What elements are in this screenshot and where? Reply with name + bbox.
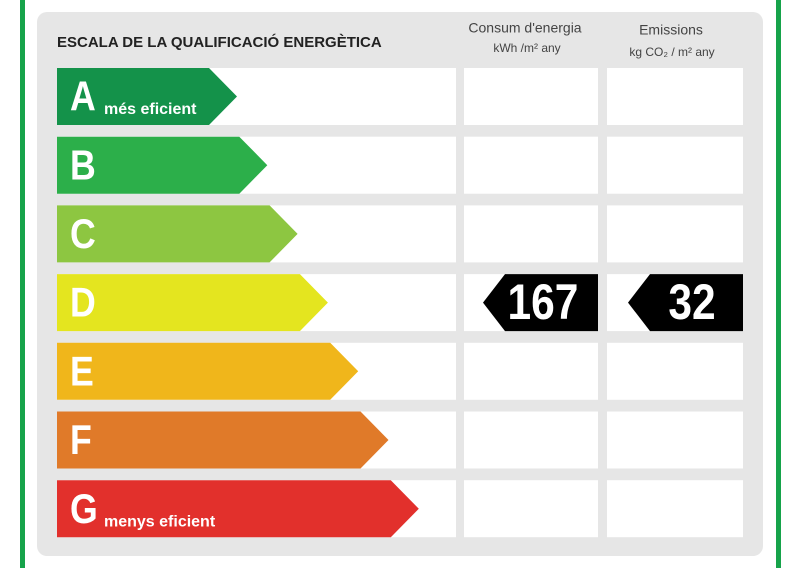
cell: [464, 342, 598, 400]
grade-letter: F: [70, 417, 92, 463]
column-unit: kg CO₂ / m² any: [629, 45, 714, 59]
cell: [464, 411, 598, 469]
grade-letter: B: [70, 143, 96, 189]
cell: [464, 205, 598, 263]
column-label: Consum d'energia: [468, 20, 581, 36]
grade-letter: D: [70, 280, 96, 326]
grade-arrow: [57, 205, 298, 263]
frame-left: [20, 0, 25, 568]
cell: [607, 136, 743, 194]
cell: [607, 411, 743, 469]
grade-arrow: [57, 136, 268, 194]
cell: [464, 480, 598, 538]
grade-arrow: [57, 68, 237, 125]
grade-arrow: [57, 342, 359, 400]
cell: [607, 480, 743, 538]
grade-letter: C: [70, 211, 96, 257]
grade-letter: G: [70, 486, 98, 532]
frame-right: [776, 0, 781, 568]
rating-arrow: [628, 274, 743, 332]
grade-note: més eficient: [104, 101, 197, 118]
grade-arrow: [57, 274, 328, 332]
grade-letter: E: [70, 349, 94, 395]
cell: [464, 136, 598, 194]
grade-arrow: [57, 480, 419, 538]
title: ESCALA DE LA QUALIFICACIÓ ENERGÈTICA: [57, 33, 382, 51]
column-label: Emissions: [639, 22, 703, 38]
rating-value: 167: [508, 274, 579, 330]
grade-note: menys eficient: [104, 513, 216, 530]
column-unit: kWh /m² any: [493, 41, 560, 55]
grade-letter: A: [70, 74, 96, 120]
cell: [607, 68, 743, 125]
rating-arrow: [483, 274, 598, 332]
cell: [607, 342, 743, 400]
cell: [464, 68, 598, 125]
cell: [607, 205, 743, 263]
grade-arrow: [57, 411, 389, 469]
rating-value: 32: [668, 274, 715, 330]
